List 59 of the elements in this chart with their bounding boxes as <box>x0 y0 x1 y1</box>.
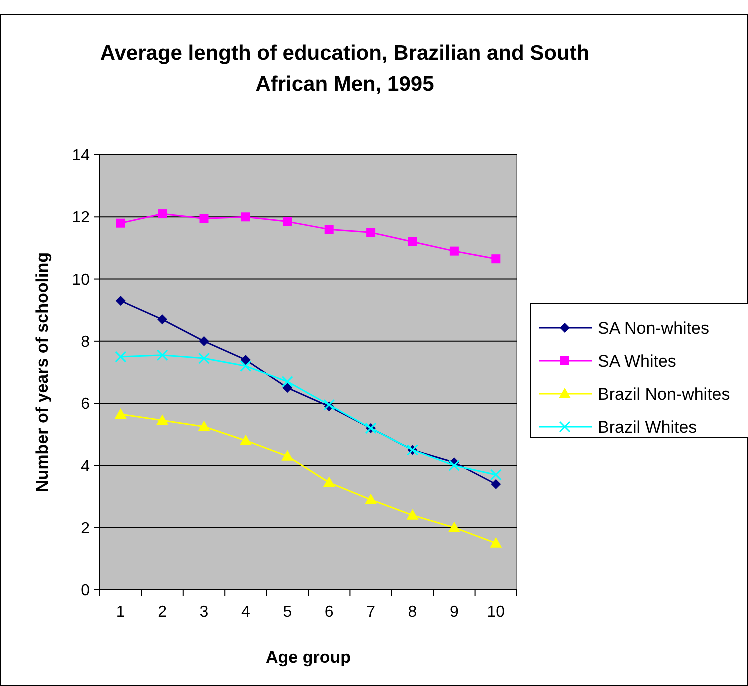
point <box>408 238 418 246</box>
y-tick-label: 12 <box>72 210 90 227</box>
point <box>240 360 252 372</box>
x-tick-label: 4 <box>241 604 250 621</box>
y-axis-title: Number of years of schooling <box>33 252 52 492</box>
point <box>450 246 459 256</box>
y-tick-label: 4 <box>81 458 90 476</box>
y-tick-label: 0 <box>81 582 90 600</box>
point <box>198 420 210 432</box>
x-tick-label: 7 <box>366 604 376 621</box>
point <box>282 376 294 388</box>
y-tick-label: 10 <box>72 272 90 289</box>
point <box>490 469 502 481</box>
y-tick-label: 8 <box>81 334 90 352</box>
point <box>158 314 168 325</box>
x-axis-title: Age group <box>266 648 351 667</box>
x-tick-label: 1 <box>116 604 126 621</box>
x-tick-label: 6 <box>324 604 334 621</box>
chart-title: Average length of education, Brazilian and South African Men, 1995 <box>100 42 590 96</box>
point <box>323 476 336 488</box>
point <box>490 537 502 548</box>
legend-label: SA Non-whites <box>598 318 710 338</box>
point <box>158 210 168 219</box>
point <box>365 494 378 504</box>
point <box>283 217 292 226</box>
point <box>282 383 293 394</box>
y-tick-label: 14 <box>72 148 90 165</box>
point <box>240 355 251 366</box>
point <box>241 212 250 222</box>
x-tick-label: 10 <box>487 604 506 621</box>
legend-label: Brazil Non-whites <box>598 384 730 404</box>
point <box>199 336 210 346</box>
point <box>448 522 460 532</box>
point <box>366 228 376 238</box>
point <box>156 414 169 426</box>
y-tick-label: 6 <box>81 396 90 414</box>
point <box>156 350 168 362</box>
point <box>448 460 460 472</box>
legend-label: Brazil Whites <box>598 418 698 437</box>
point <box>115 351 127 363</box>
legend-label: SA Whites <box>598 352 676 371</box>
x-tick-label: 9 <box>450 604 459 621</box>
x-tick-label: 3 <box>200 604 209 621</box>
x-tick-label: 8 <box>408 604 418 621</box>
point <box>491 479 502 490</box>
point <box>324 399 336 411</box>
x-tick-label: 2 <box>158 604 168 621</box>
point <box>406 509 419 520</box>
point <box>282 450 294 461</box>
point <box>200 214 209 224</box>
point <box>324 225 334 234</box>
point <box>492 254 501 264</box>
point <box>116 218 126 228</box>
point <box>116 296 126 306</box>
point <box>198 352 210 364</box>
x-tick-label: 5 <box>283 604 292 621</box>
point <box>240 434 252 446</box>
point <box>114 408 127 419</box>
y-tick-label: 2 <box>81 520 90 538</box>
